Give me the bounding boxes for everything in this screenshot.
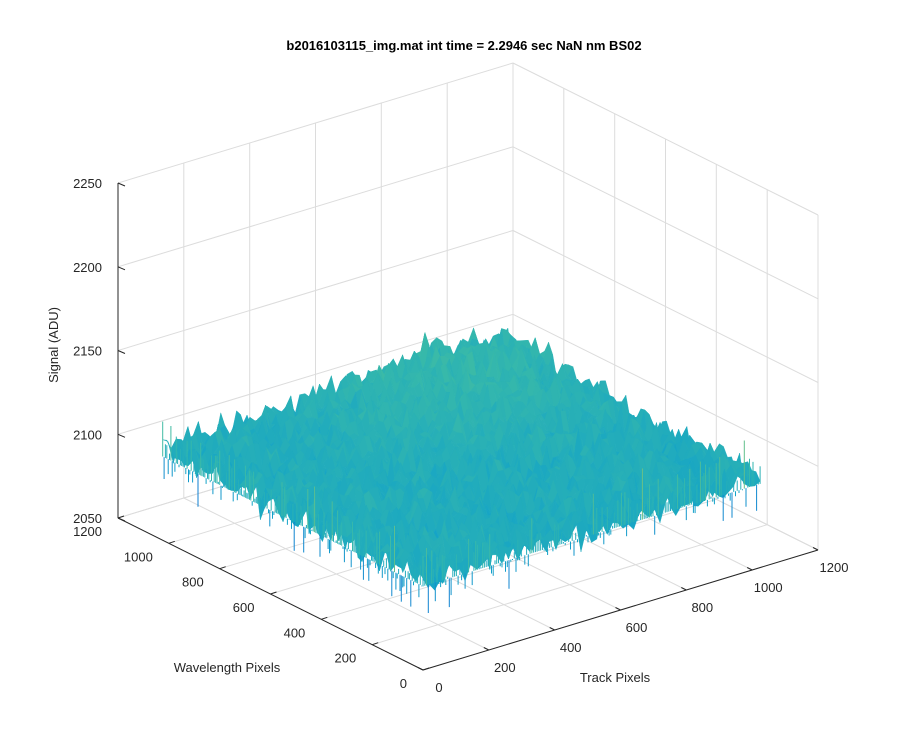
axis-layer: 0 200 400 600 800 1000 1200 0 200 400 600 800 1000 12… [73,176,848,695]
wavelength-tick [372,642,379,646]
wavelength-tick [422,667,430,671]
track-tick-label: 200 [494,660,516,675]
track-tick [549,627,555,631]
signal-tick-label: 2050 [73,511,102,526]
track-tick-label: 0 [435,680,442,695]
wavelength-tick-label: 400 [284,625,306,640]
signal-tick [117,517,126,522]
track-tick-label: 800 [691,600,713,615]
signal-tick-label: 2200 [73,260,102,275]
floor-gridline [372,524,768,646]
signal-tick [117,433,126,438]
wavelength-axis-label: Wavelength Pixels [174,660,281,675]
side-wall-gridline [512,230,819,383]
wavelength-tick [321,616,328,620]
track-tick [483,647,490,651]
signal-tick-label: 2150 [73,344,102,359]
wavelength-tick [168,540,175,544]
side-wall-gridline [512,313,819,467]
track-axis-label: Track Pixels [580,670,651,685]
track-tick-label: 1200 [820,560,849,575]
wavelength-tick [270,591,277,595]
back-wall-gridline [117,313,514,435]
wavelength-tick-label: 600 [233,600,255,615]
track-tick [812,547,819,551]
track-tick-label: 600 [626,620,648,635]
label-layer: b2016103115_img.mat int time = 2.2946 se… [46,38,651,685]
signal-tick [117,182,126,187]
surface-layer [162,327,761,613]
wavelength-tick-label: 200 [334,651,356,666]
track-tick [681,587,687,591]
signal-tick [117,266,126,271]
floor-gridline [321,498,717,620]
signal-tick-label: 2100 [73,427,102,442]
signal-tick [117,350,126,354]
signal-tick-label: 2250 [73,176,102,191]
side-wall-gridline [512,146,819,300]
wavelength-tick [219,566,226,570]
wavelength-tick-label: 1000 [124,549,153,564]
signal-axis-label: Signal (ADU) [46,307,61,383]
back-wall-gridline [117,62,514,184]
side-wall-gridline [512,62,819,216]
wavelength-tick-label: 800 [182,575,204,590]
chart-title: b2016103115_img.mat int time = 2.2946 se… [286,38,641,53]
wavelength-tick [117,515,125,519]
track-tick-label: 400 [560,640,582,655]
track-tick-label: 1000 [754,580,783,595]
track-tick [746,567,753,571]
back-wall-gridline [117,230,514,351]
wavelength-tick-label: 1200 [73,524,102,539]
track-tick [615,607,621,611]
back-wall-gridline [117,146,514,268]
track-tick [417,667,424,671]
wavelength-tick-label: 0 [400,676,407,691]
